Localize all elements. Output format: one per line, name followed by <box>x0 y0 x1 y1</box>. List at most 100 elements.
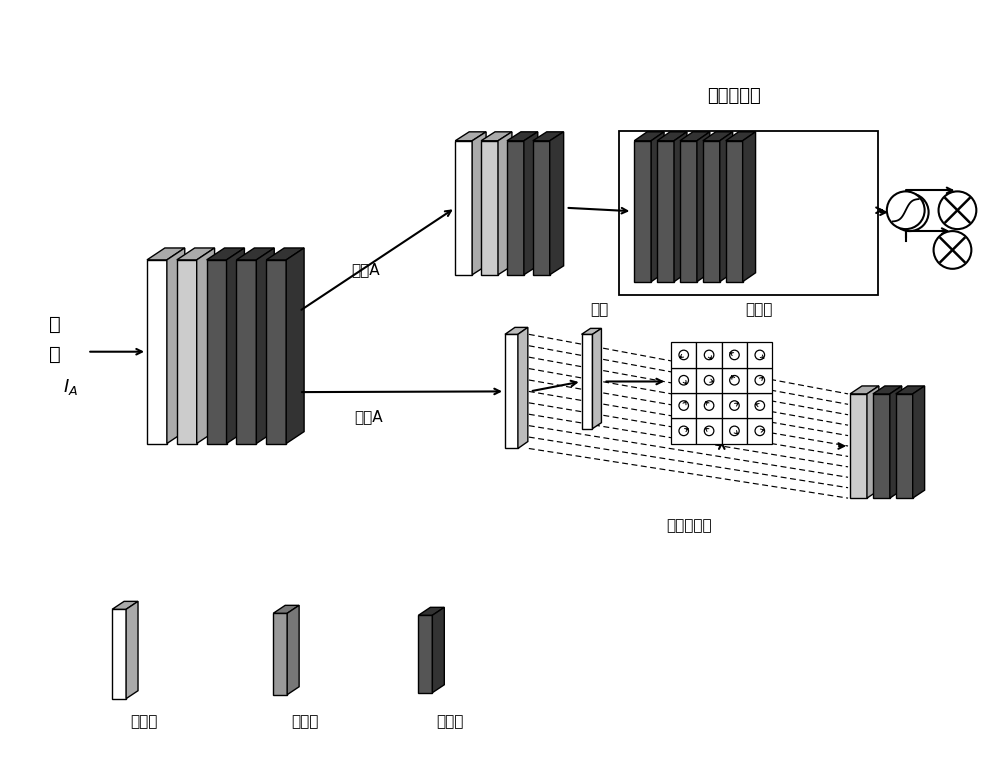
Polygon shape <box>418 607 444 616</box>
Polygon shape <box>703 140 720 282</box>
Polygon shape <box>505 327 528 334</box>
Bar <box>747 342 772 367</box>
Bar <box>722 367 747 393</box>
Bar <box>696 418 722 443</box>
Polygon shape <box>703 132 733 140</box>
Text: 形状A: 形状A <box>354 409 383 424</box>
Polygon shape <box>207 260 227 443</box>
Polygon shape <box>726 140 743 282</box>
Bar <box>671 418 696 443</box>
Polygon shape <box>273 606 299 613</box>
Bar <box>722 393 747 418</box>
Polygon shape <box>582 329 601 334</box>
Polygon shape <box>850 394 867 498</box>
Polygon shape <box>524 132 538 275</box>
Polygon shape <box>455 140 472 275</box>
Polygon shape <box>850 386 879 394</box>
Circle shape <box>891 194 929 231</box>
Circle shape <box>755 376 765 385</box>
Circle shape <box>755 401 765 411</box>
Bar <box>747 418 772 443</box>
Polygon shape <box>432 607 444 693</box>
Bar <box>671 393 696 418</box>
Circle shape <box>679 376 688 385</box>
Polygon shape <box>505 334 518 449</box>
Polygon shape <box>287 606 299 694</box>
Polygon shape <box>177 248 215 260</box>
Polygon shape <box>507 140 524 275</box>
Bar <box>747 367 772 393</box>
Polygon shape <box>507 132 538 140</box>
Text: 偏移量: 偏移量 <box>745 302 772 317</box>
Polygon shape <box>112 601 138 609</box>
Polygon shape <box>680 140 697 282</box>
Polygon shape <box>634 132 664 140</box>
Polygon shape <box>582 334 592 429</box>
Polygon shape <box>533 140 550 275</box>
Circle shape <box>939 191 976 229</box>
Text: 入: 入 <box>49 345 60 364</box>
Polygon shape <box>418 616 432 693</box>
Polygon shape <box>227 248 244 443</box>
Polygon shape <box>112 609 126 698</box>
Bar <box>696 342 722 367</box>
Polygon shape <box>167 248 185 443</box>
Polygon shape <box>236 248 274 260</box>
Polygon shape <box>286 248 304 443</box>
Bar <box>671 367 696 393</box>
Text: 可变形卷积: 可变形卷积 <box>666 518 712 534</box>
Polygon shape <box>743 132 756 282</box>
Text: $I_A$: $I_A$ <box>63 377 78 397</box>
Polygon shape <box>518 327 528 449</box>
Polygon shape <box>634 140 651 282</box>
Text: 纹理A: 纹理A <box>351 263 380 277</box>
Polygon shape <box>197 248 215 443</box>
Polygon shape <box>592 329 601 429</box>
Polygon shape <box>873 394 890 498</box>
Polygon shape <box>273 613 287 694</box>
Polygon shape <box>266 248 304 260</box>
Polygon shape <box>147 248 185 260</box>
Polygon shape <box>896 386 925 394</box>
Circle shape <box>730 376 739 385</box>
Polygon shape <box>256 248 274 443</box>
Bar <box>619 131 878 294</box>
Circle shape <box>679 350 688 360</box>
Polygon shape <box>236 260 256 443</box>
Polygon shape <box>455 132 486 140</box>
Circle shape <box>679 426 688 436</box>
Polygon shape <box>873 386 902 394</box>
Circle shape <box>730 426 739 436</box>
Circle shape <box>704 376 714 385</box>
Text: 残差块: 残差块 <box>291 714 319 729</box>
Polygon shape <box>674 132 687 282</box>
Circle shape <box>730 350 739 360</box>
Polygon shape <box>207 248 244 260</box>
Polygon shape <box>533 132 564 140</box>
Circle shape <box>730 401 739 411</box>
Text: 池化层: 池化层 <box>437 714 464 729</box>
Polygon shape <box>550 132 564 275</box>
Polygon shape <box>472 132 486 275</box>
Bar <box>671 342 696 367</box>
Text: 卷积: 卷积 <box>590 302 609 317</box>
Circle shape <box>704 426 714 436</box>
Polygon shape <box>720 132 733 282</box>
Polygon shape <box>913 386 925 498</box>
Polygon shape <box>697 132 710 282</box>
Polygon shape <box>177 260 197 443</box>
Text: 卷积层: 卷积层 <box>130 714 158 729</box>
Polygon shape <box>147 260 167 443</box>
Polygon shape <box>126 601 138 698</box>
Polygon shape <box>896 394 913 498</box>
Circle shape <box>679 401 688 411</box>
Circle shape <box>755 426 765 436</box>
Polygon shape <box>651 132 664 282</box>
Bar <box>722 418 747 443</box>
Bar <box>696 393 722 418</box>
Bar <box>747 393 772 418</box>
Circle shape <box>887 191 925 229</box>
Text: 输: 输 <box>49 315 60 334</box>
Polygon shape <box>498 132 512 275</box>
Circle shape <box>934 231 971 269</box>
